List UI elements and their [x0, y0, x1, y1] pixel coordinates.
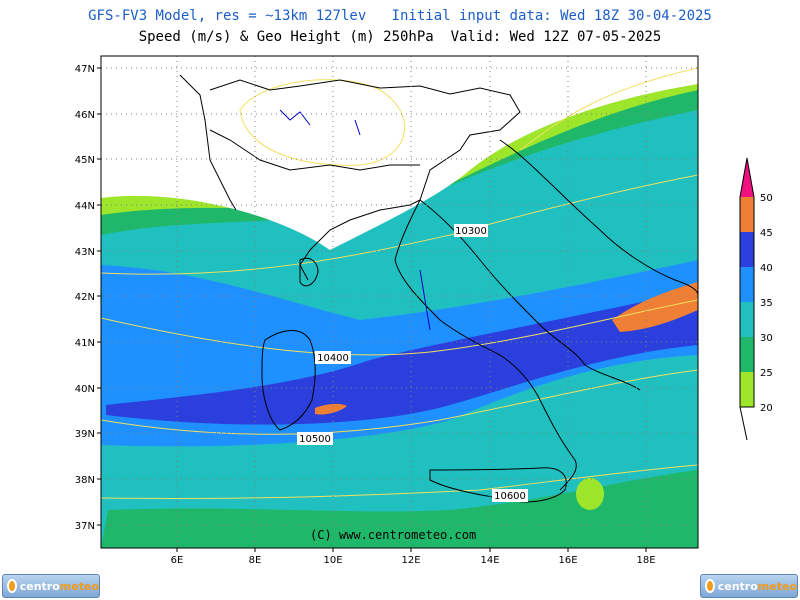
lon-label: 14E — [480, 555, 499, 566]
centrometeo-logo-icon — [705, 579, 715, 593]
lat-label: 37N — [75, 521, 95, 532]
latitude-axis: 47N 46N 45N 44N 43N 42N 41N 40N 39N 38N … — [75, 64, 101, 532]
max-core-45-50-west — [315, 403, 347, 415]
lon-label: 8E — [249, 555, 262, 566]
lat-label: 41N — [75, 338, 95, 349]
lat-label: 43N — [75, 247, 95, 258]
map-field — [101, 56, 698, 548]
colorbar-label: 30 — [760, 333, 773, 344]
centrometeo-logo-icon — [7, 579, 17, 593]
graticule — [101, 56, 698, 548]
lat-label: 46N — [75, 110, 95, 121]
logo-text-a: centro — [19, 579, 60, 593]
lat-label: 45N — [75, 155, 95, 166]
lat-label: 38N — [75, 475, 95, 486]
lat-label: 42N — [75, 292, 95, 303]
height-contour-labels: 10300 10400 10500 10600 — [297, 224, 528, 502]
logo-text-b: meteo — [59, 579, 99, 593]
lon-label: 16E — [558, 555, 577, 566]
coastlines — [179, 74, 698, 503]
lat-label: 44N — [75, 201, 95, 212]
colorbar-label: 35 — [760, 298, 773, 309]
colorbar-label: 20 — [760, 403, 773, 414]
band-40-45 — [106, 290, 698, 425]
colorbar-swatch-25-30 — [740, 337, 754, 372]
contour-label-10500: 10500 — [299, 434, 331, 445]
lon-label: 12E — [401, 555, 420, 566]
centrometeo-logo-left[interactable]: centro meteo — [2, 574, 100, 598]
colorbar-swatch-35-40 — [740, 267, 754, 302]
lon-label: 18E — [636, 555, 655, 566]
lat-label: 39N — [75, 429, 95, 440]
logo-text-b: meteo — [757, 579, 797, 593]
copyright-note: (C) www.centrometeo.com — [310, 528, 476, 542]
map-frame — [100, 55, 699, 549]
colorbar-swatch-30-35 — [740, 302, 754, 337]
height-contours — [101, 67, 698, 500]
colorbar-swatch-45-50 — [740, 197, 754, 232]
contour-label-10400: 10400 — [317, 353, 349, 364]
colorbar-label: 50 — [760, 193, 773, 204]
colorbar-swatch-50plus — [740, 158, 754, 197]
lon-label: 10E — [323, 555, 342, 566]
max-core-45-50-east — [612, 282, 698, 332]
longitude-axis: 6E 8E 10E 12E 14E 16E 18E — [171, 548, 656, 566]
lat-label: 40N — [75, 384, 95, 395]
colorbar-label: 25 — [760, 368, 773, 379]
colorbar-swatch-20-25 — [740, 372, 754, 407]
band-below-20 — [101, 56, 698, 250]
chart-title-model-run: GFS-FV3 Model, res = ~13km 127lev Initia… — [88, 8, 712, 24]
centrometeo-logo-right[interactable]: centro meteo — [700, 574, 798, 598]
colorbar-label: 45 — [760, 228, 773, 239]
logo-text-a: centro — [717, 579, 758, 593]
lat-label: 47N — [75, 64, 95, 75]
lakes-rivers — [279, 109, 431, 331]
contour-label-10600: 10600 — [494, 491, 526, 502]
contour-label-10300: 10300 — [455, 226, 487, 237]
patch-20-25-sicily — [576, 478, 604, 510]
colorbar-label: 40 — [760, 263, 773, 274]
colorbar: 50 45 40 35 30 25 20 — [739, 157, 773, 441]
lon-label: 6E — [171, 555, 184, 566]
band-south-25-30 — [101, 470, 698, 548]
colorbar-swatch-40-45 — [740, 232, 754, 267]
chart-subtitle-field-validity: Speed (m/s) & Geo Height (m) 250hPa Vali… — [138, 29, 662, 45]
